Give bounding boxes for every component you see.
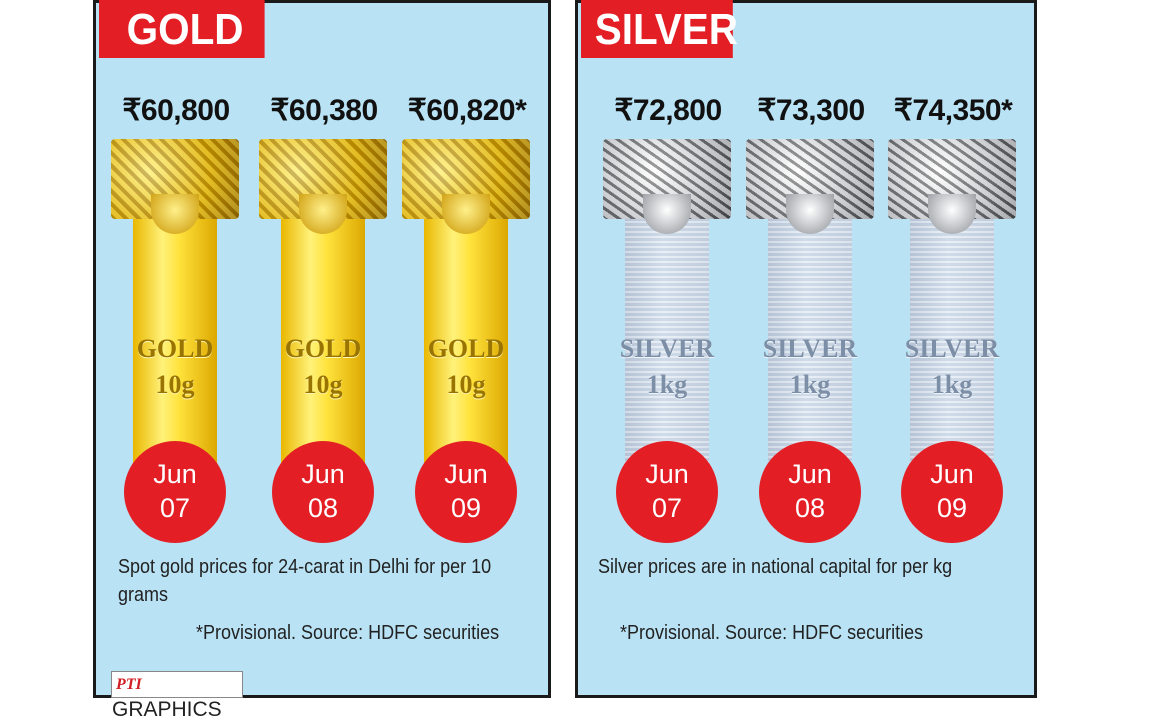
silver-ornament-icon bbox=[746, 139, 874, 234]
silver-item-jun09: ₹74,350* SILVER 1kg Jun 09 bbox=[888, 93, 1018, 543]
date-month: Jun bbox=[788, 459, 832, 489]
date-month: Jun bbox=[301, 459, 345, 489]
gold-bar-label: GOLD 10g bbox=[396, 331, 536, 403]
date-day: 09 bbox=[450, 493, 482, 523]
date-badge: Jun 07 bbox=[616, 441, 718, 543]
date-day: 07 bbox=[651, 493, 683, 523]
metal-weight: 10g bbox=[446, 370, 486, 399]
date-badge: Jun 09 bbox=[415, 441, 517, 543]
silver-price: ₹73,300 bbox=[757, 94, 865, 127]
metal-name: SILVER bbox=[904, 334, 1000, 363]
date-month: Jun bbox=[645, 459, 689, 489]
silver-note: Silver prices are in national capital fo… bbox=[598, 556, 953, 578]
date-badge: Jun 07 bbox=[124, 441, 226, 543]
silver-price: ₹74,350* bbox=[893, 94, 1013, 127]
gold-item-jun07: ₹60,800 GOLD 10g Jun 07 bbox=[111, 93, 241, 543]
gold-bar-icon bbox=[424, 203, 508, 473]
metal-weight: 1kg bbox=[931, 370, 973, 399]
silver-item-jun08: ₹73,300 SILVER 1kg Jun 08 bbox=[746, 93, 876, 543]
silver-ornament-icon bbox=[603, 139, 731, 234]
metal-weight: 10g bbox=[155, 370, 195, 399]
metal-name: SILVER bbox=[762, 334, 858, 363]
silver-bar-icon bbox=[910, 203, 994, 473]
pti-graphics-logo: PTI GRAPHICS bbox=[111, 671, 243, 721]
date-badge: Jun 08 bbox=[759, 441, 861, 543]
gold-ornament-icon bbox=[259, 139, 387, 234]
metal-weight: 10g bbox=[303, 370, 343, 399]
silver-bar-label: SILVER 1kg bbox=[882, 331, 1022, 403]
gold-source: *Provisional. Source: HDFC securities bbox=[196, 622, 500, 644]
gold-note: Spot gold prices for 24-carat in Delhi f… bbox=[118, 556, 492, 606]
silver-bar-icon bbox=[768, 203, 852, 473]
gold-bar-icon bbox=[133, 203, 217, 473]
gold-price: ₹60,380 bbox=[270, 94, 378, 127]
silver-panel: SILVER ₹72,800 SILVER 1kg Jun 07 ₹73,300… bbox=[575, 0, 1037, 698]
date-month: Jun bbox=[444, 459, 488, 489]
metal-weight: 1kg bbox=[646, 370, 688, 399]
silver-bar-label: SILVER 1kg bbox=[597, 331, 737, 403]
date-month: Jun bbox=[930, 459, 974, 489]
pti-logo-mark: PTI bbox=[116, 676, 142, 693]
silver-price: ₹72,800 bbox=[614, 94, 722, 127]
silver-bar-icon bbox=[625, 203, 709, 473]
metal-name: GOLD bbox=[427, 334, 505, 363]
gold-price: ₹60,800 bbox=[122, 94, 230, 127]
metal-name: GOLD bbox=[136, 334, 214, 363]
silver-source: *Provisional. Source: HDFC securities bbox=[620, 622, 924, 644]
date-badge: Jun 08 bbox=[272, 441, 374, 543]
pti-logo-text: GRAPHICS bbox=[112, 698, 222, 721]
gold-item-jun09: ₹60,820* GOLD 10g Jun 09 bbox=[402, 93, 532, 543]
silver-ornament-icon bbox=[888, 139, 1016, 234]
gold-bar-label: GOLD 10g bbox=[253, 331, 393, 403]
date-day: 08 bbox=[794, 493, 826, 523]
metal-name: GOLD bbox=[284, 334, 362, 363]
silver-item-jun07: ₹72,800 SILVER 1kg Jun 07 bbox=[603, 93, 733, 543]
gold-ornament-icon bbox=[111, 139, 239, 234]
date-day: 09 bbox=[936, 493, 968, 523]
date-day: 07 bbox=[159, 493, 191, 523]
gold-title: GOLD bbox=[99, 0, 265, 58]
gold-price: ₹60,820* bbox=[407, 94, 527, 127]
silver-title: SILVER bbox=[581, 0, 738, 58]
metal-name: SILVER bbox=[619, 334, 715, 363]
gold-item-jun08: ₹60,380 GOLD 10g Jun 08 bbox=[259, 93, 389, 543]
date-badge: Jun 09 bbox=[901, 441, 1003, 543]
date-day: 08 bbox=[307, 493, 339, 523]
date-month: Jun bbox=[153, 459, 197, 489]
gold-ornament-icon bbox=[402, 139, 530, 234]
metal-weight: 1kg bbox=[789, 370, 831, 399]
gold-panel: GOLD ₹60,800 GOLD 10g Jun 07 ₹60,380 GOL… bbox=[93, 0, 551, 698]
gold-bar-icon bbox=[281, 203, 365, 473]
gold-bar-label: GOLD 10g bbox=[105, 331, 245, 403]
silver-bar-label: SILVER 1kg bbox=[740, 331, 880, 403]
